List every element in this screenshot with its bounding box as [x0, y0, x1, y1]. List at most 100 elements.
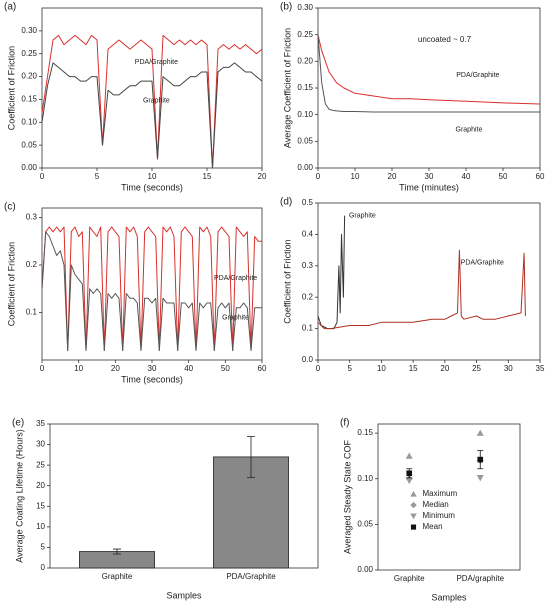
x-tick-label: 0: [316, 364, 321, 373]
legend-marker: [410, 490, 417, 497]
y-axis-title: Averaged Steady State COF: [342, 440, 352, 554]
y-tick-label: 0.15: [357, 428, 373, 437]
y-tick-label: 15: [36, 501, 45, 510]
series-line: [41, 226, 262, 351]
y-tick-label: 0.05: [357, 519, 373, 528]
y-tick-label: 0.00: [357, 565, 373, 574]
y-tick-label: 0.2: [302, 292, 314, 301]
y-tick-label: 0.10: [357, 474, 373, 483]
plot-frame: [49, 423, 319, 569]
x-tick-label: 10: [351, 172, 360, 181]
panel-label: (d): [280, 197, 292, 208]
x-tick-label: Graphite: [394, 574, 425, 583]
y-tick-label: 0.1: [302, 324, 314, 333]
x-axis-title: Time (seconds): [121, 374, 183, 384]
x-tick-label: 60: [536, 172, 545, 181]
legend-label: Maximum: [423, 489, 458, 498]
x-tick-label: 15: [203, 172, 212, 181]
point: [476, 429, 484, 436]
x-axis-title: Samples: [431, 592, 467, 602]
x-axis-title: Time (seconds): [121, 182, 183, 192]
x-tick-label: 30: [504, 364, 513, 373]
x-tick-label: PDA/graphite: [456, 574, 504, 583]
y-tick-label: 0.15: [297, 83, 313, 92]
y-tick-label: 0.00: [21, 163, 37, 172]
series-line: [41, 34, 263, 169]
y-tick-label: 0.1: [26, 308, 38, 317]
y-tick-label: 0.5: [302, 198, 314, 207]
x-tick-label: 5: [347, 364, 352, 373]
legend-marker: [410, 524, 417, 530]
plot-frame: [317, 7, 541, 169]
point: [405, 452, 413, 459]
x-tick-label: 50: [221, 364, 230, 373]
y-axis-title: Coefficient of Friction: [282, 239, 292, 323]
x-tick-label: 5: [95, 172, 100, 181]
x-tick-label: 20: [258, 172, 267, 181]
y-tick-label: 25: [36, 460, 45, 469]
series-line: [317, 34, 541, 105]
series-label: Graphite: [456, 126, 483, 133]
x-tick-label: 0: [40, 172, 45, 181]
x-axis-title: Samples: [166, 590, 202, 600]
y-tick-label: 0.05: [21, 140, 37, 149]
x-tick-label: 35: [536, 364, 545, 373]
x-tick-label: 30: [148, 364, 157, 373]
series-label: PDA/Graphite: [135, 59, 178, 66]
error-bar: [113, 548, 121, 555]
series-label: Graphite: [143, 98, 170, 105]
x-tick-label: 20: [111, 364, 120, 373]
y-axis-title: Average Coating Lifetime (Hours): [14, 429, 24, 562]
x-tick-label: 10: [148, 172, 157, 181]
x-tick-label: 50: [499, 172, 508, 181]
x-tick-label: 40: [184, 364, 193, 373]
y-tick-label: 0.15: [21, 95, 37, 104]
series-label: PDA/Graphite: [214, 275, 257, 282]
series-label: Graphite: [222, 314, 249, 321]
error-bar: [247, 435, 255, 478]
y-axis-title: Average Coefficient of Friction: [282, 28, 292, 148]
y-tick-label: 0.4: [302, 230, 314, 239]
panel-label: (f): [340, 418, 349, 429]
x-tick-label: 25: [472, 364, 481, 373]
x-tick-label: 60: [258, 364, 267, 373]
panel-label: (e): [12, 418, 24, 429]
y-tick-label: 0.30: [297, 3, 313, 12]
y-tick-label: 0.30: [21, 26, 37, 35]
x-tick-label: 20: [388, 172, 397, 181]
x-axis-title: Time (minutes): [399, 182, 459, 192]
y-tick-label: 20: [36, 481, 45, 490]
legend-label: Median: [423, 500, 449, 509]
point: [477, 456, 484, 463]
series-line: [317, 249, 526, 330]
y-axis-title: Coefficient of Friction: [6, 242, 16, 326]
y-tick-label: 0.2: [26, 260, 38, 269]
x-tick-label: 0: [40, 364, 45, 373]
y-tick-label: 10: [36, 522, 45, 531]
legend-marker: [410, 501, 417, 509]
y-tick-label: 0.3: [302, 261, 314, 270]
x-tick-label: 40: [462, 172, 471, 181]
x-tick-label: PDA/Graphite: [226, 572, 276, 581]
y-tick-label: 0.25: [21, 49, 37, 58]
plot-frame: [41, 207, 263, 361]
y-tick-label: 0.3: [26, 213, 38, 222]
series-label: Graphite: [349, 212, 376, 219]
y-tick-label: 0.20: [297, 56, 313, 65]
plot-frame: [317, 202, 541, 361]
plot-frame: [377, 423, 521, 571]
annotation: uncoated ~ 0.7: [418, 35, 472, 44]
point: [406, 470, 413, 477]
series-line: [41, 231, 262, 351]
legend-marker: [410, 513, 417, 520]
y-tick-label: 0: [41, 563, 46, 572]
y-tick-label: 0.0: [302, 355, 314, 364]
series-line: [317, 215, 346, 330]
series-line: [317, 34, 540, 113]
x-tick-label: 20: [440, 364, 449, 373]
legend-label: Minimum: [423, 511, 456, 520]
x-tick-label: 10: [377, 364, 386, 373]
panel-label: (c): [4, 202, 16, 213]
y-tick-label: 0.10: [21, 117, 37, 126]
